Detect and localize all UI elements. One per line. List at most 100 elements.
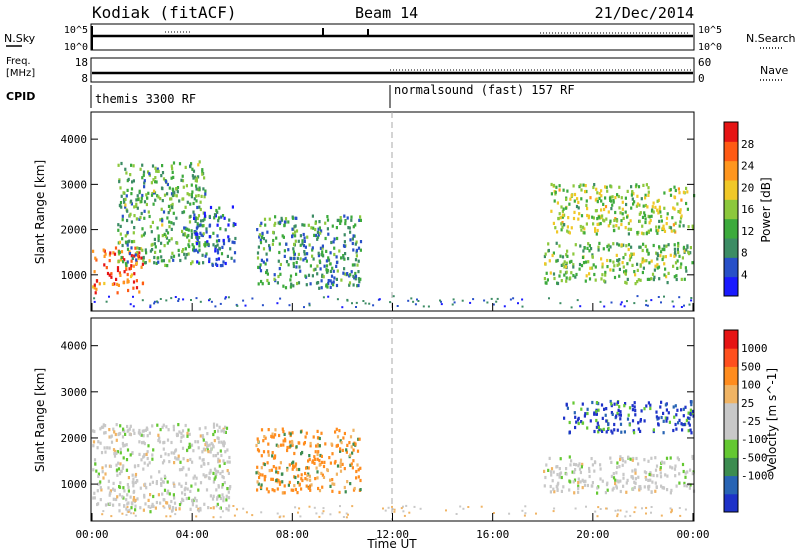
echo-cell	[407, 299, 410, 302]
echo-cell	[591, 463, 594, 467]
echo-cell	[296, 281, 299, 286]
echo-cell	[666, 281, 669, 285]
echo-cell	[117, 228, 120, 232]
echo-cell	[652, 473, 655, 478]
echo-cell	[223, 430, 226, 434]
echo-cell	[331, 452, 334, 456]
echo-cell	[621, 207, 624, 211]
echo-cell	[355, 301, 358, 304]
echo-cell	[292, 247, 295, 251]
echo-cell	[598, 192, 601, 196]
echo-cell	[641, 215, 645, 219]
echo-cell	[588, 469, 591, 473]
echo-cell	[302, 232, 305, 237]
echo-cell	[691, 227, 695, 231]
echo-cell	[190, 232, 194, 236]
echo-cell	[322, 510, 325, 513]
echo-cell	[166, 480, 169, 484]
echo-cell	[141, 227, 144, 231]
echo-cell	[666, 416, 669, 420]
echo-cell	[658, 277, 661, 281]
echo-cell	[587, 260, 590, 264]
echo-cell	[171, 251, 174, 255]
echo-cell	[655, 225, 658, 229]
echo-cell	[656, 252, 659, 256]
echo-cell	[565, 472, 568, 476]
echo-cell	[113, 452, 116, 456]
echo-cell	[691, 261, 694, 265]
echo-cell	[657, 265, 661, 269]
echo-cell	[546, 278, 549, 282]
echo-cell	[393, 510, 396, 513]
echo-cell	[110, 515, 113, 518]
echo-cell	[197, 163, 200, 167]
echo-cell	[128, 214, 131, 218]
echo-cell	[108, 491, 112, 495]
echo-cell	[663, 191, 666, 195]
echo-cell	[622, 243, 625, 247]
echo-cell	[596, 491, 599, 495]
echo-cell	[355, 248, 358, 252]
echo-cell	[329, 262, 332, 266]
echo-cell	[607, 422, 610, 427]
echo-cell	[166, 241, 169, 245]
echo-cell	[666, 212, 669, 216]
echo-cell	[191, 460, 194, 464]
echo-cell	[644, 217, 647, 221]
echo-cell	[307, 223, 310, 227]
echo-cell	[354, 271, 357, 276]
echo-cell	[196, 440, 200, 444]
echo-cell	[637, 185, 641, 189]
echo-cell	[256, 228, 259, 232]
echo-cell	[109, 251, 112, 255]
echo-cell	[349, 435, 353, 439]
echo-cell	[615, 484, 618, 488]
echo-cell	[577, 484, 580, 488]
echo-cell	[198, 261, 201, 265]
echo-cell	[188, 432, 191, 436]
velocity-colorbar-label: Velocity [m s^-1]	[765, 368, 779, 472]
echo-cell	[322, 464, 326, 469]
echo-cell	[613, 422, 616, 427]
echo-cell	[637, 462, 640, 466]
echo-cell	[588, 249, 591, 253]
echo-cell	[358, 218, 361, 222]
echo-cell	[157, 438, 160, 443]
echo-cell	[554, 226, 557, 230]
echo-cell	[200, 464, 203, 468]
echo-cell	[273, 223, 276, 227]
echo-cell	[601, 273, 604, 277]
echo-cell	[672, 405, 675, 409]
echo-cell	[300, 452, 303, 456]
echo-cell	[590, 457, 593, 461]
echo-cell	[320, 471, 323, 475]
echo-cell	[132, 490, 135, 494]
echo-cell	[93, 491, 96, 495]
echo-cell	[279, 272, 282, 276]
echo-cell	[649, 478, 652, 482]
echo-cell	[633, 405, 636, 409]
echo-cell	[149, 225, 152, 229]
echo-cell	[293, 252, 296, 256]
echo-cell	[618, 465, 621, 469]
echo-cell	[617, 243, 621, 247]
echo-cell	[579, 480, 582, 484]
echo-cell	[581, 486, 584, 490]
echo-cell	[213, 439, 216, 443]
echo-cell	[674, 404, 677, 408]
echo-cell	[201, 170, 204, 174]
echo-cell	[631, 469, 634, 473]
echo-cell	[165, 180, 168, 184]
echo-cell	[577, 486, 580, 490]
echo-cell	[652, 210, 655, 214]
echo-cell	[416, 298, 418, 301]
echo-cell	[292, 464, 295, 468]
echo-cell	[216, 223, 219, 227]
echo-cell	[331, 489, 334, 493]
echo-cell	[614, 509, 617, 512]
echo-cell	[178, 162, 182, 166]
echo-cell	[627, 221, 630, 226]
echo-cell	[568, 430, 571, 434]
echo-cell	[288, 480, 291, 484]
echo-cell	[128, 508, 131, 512]
